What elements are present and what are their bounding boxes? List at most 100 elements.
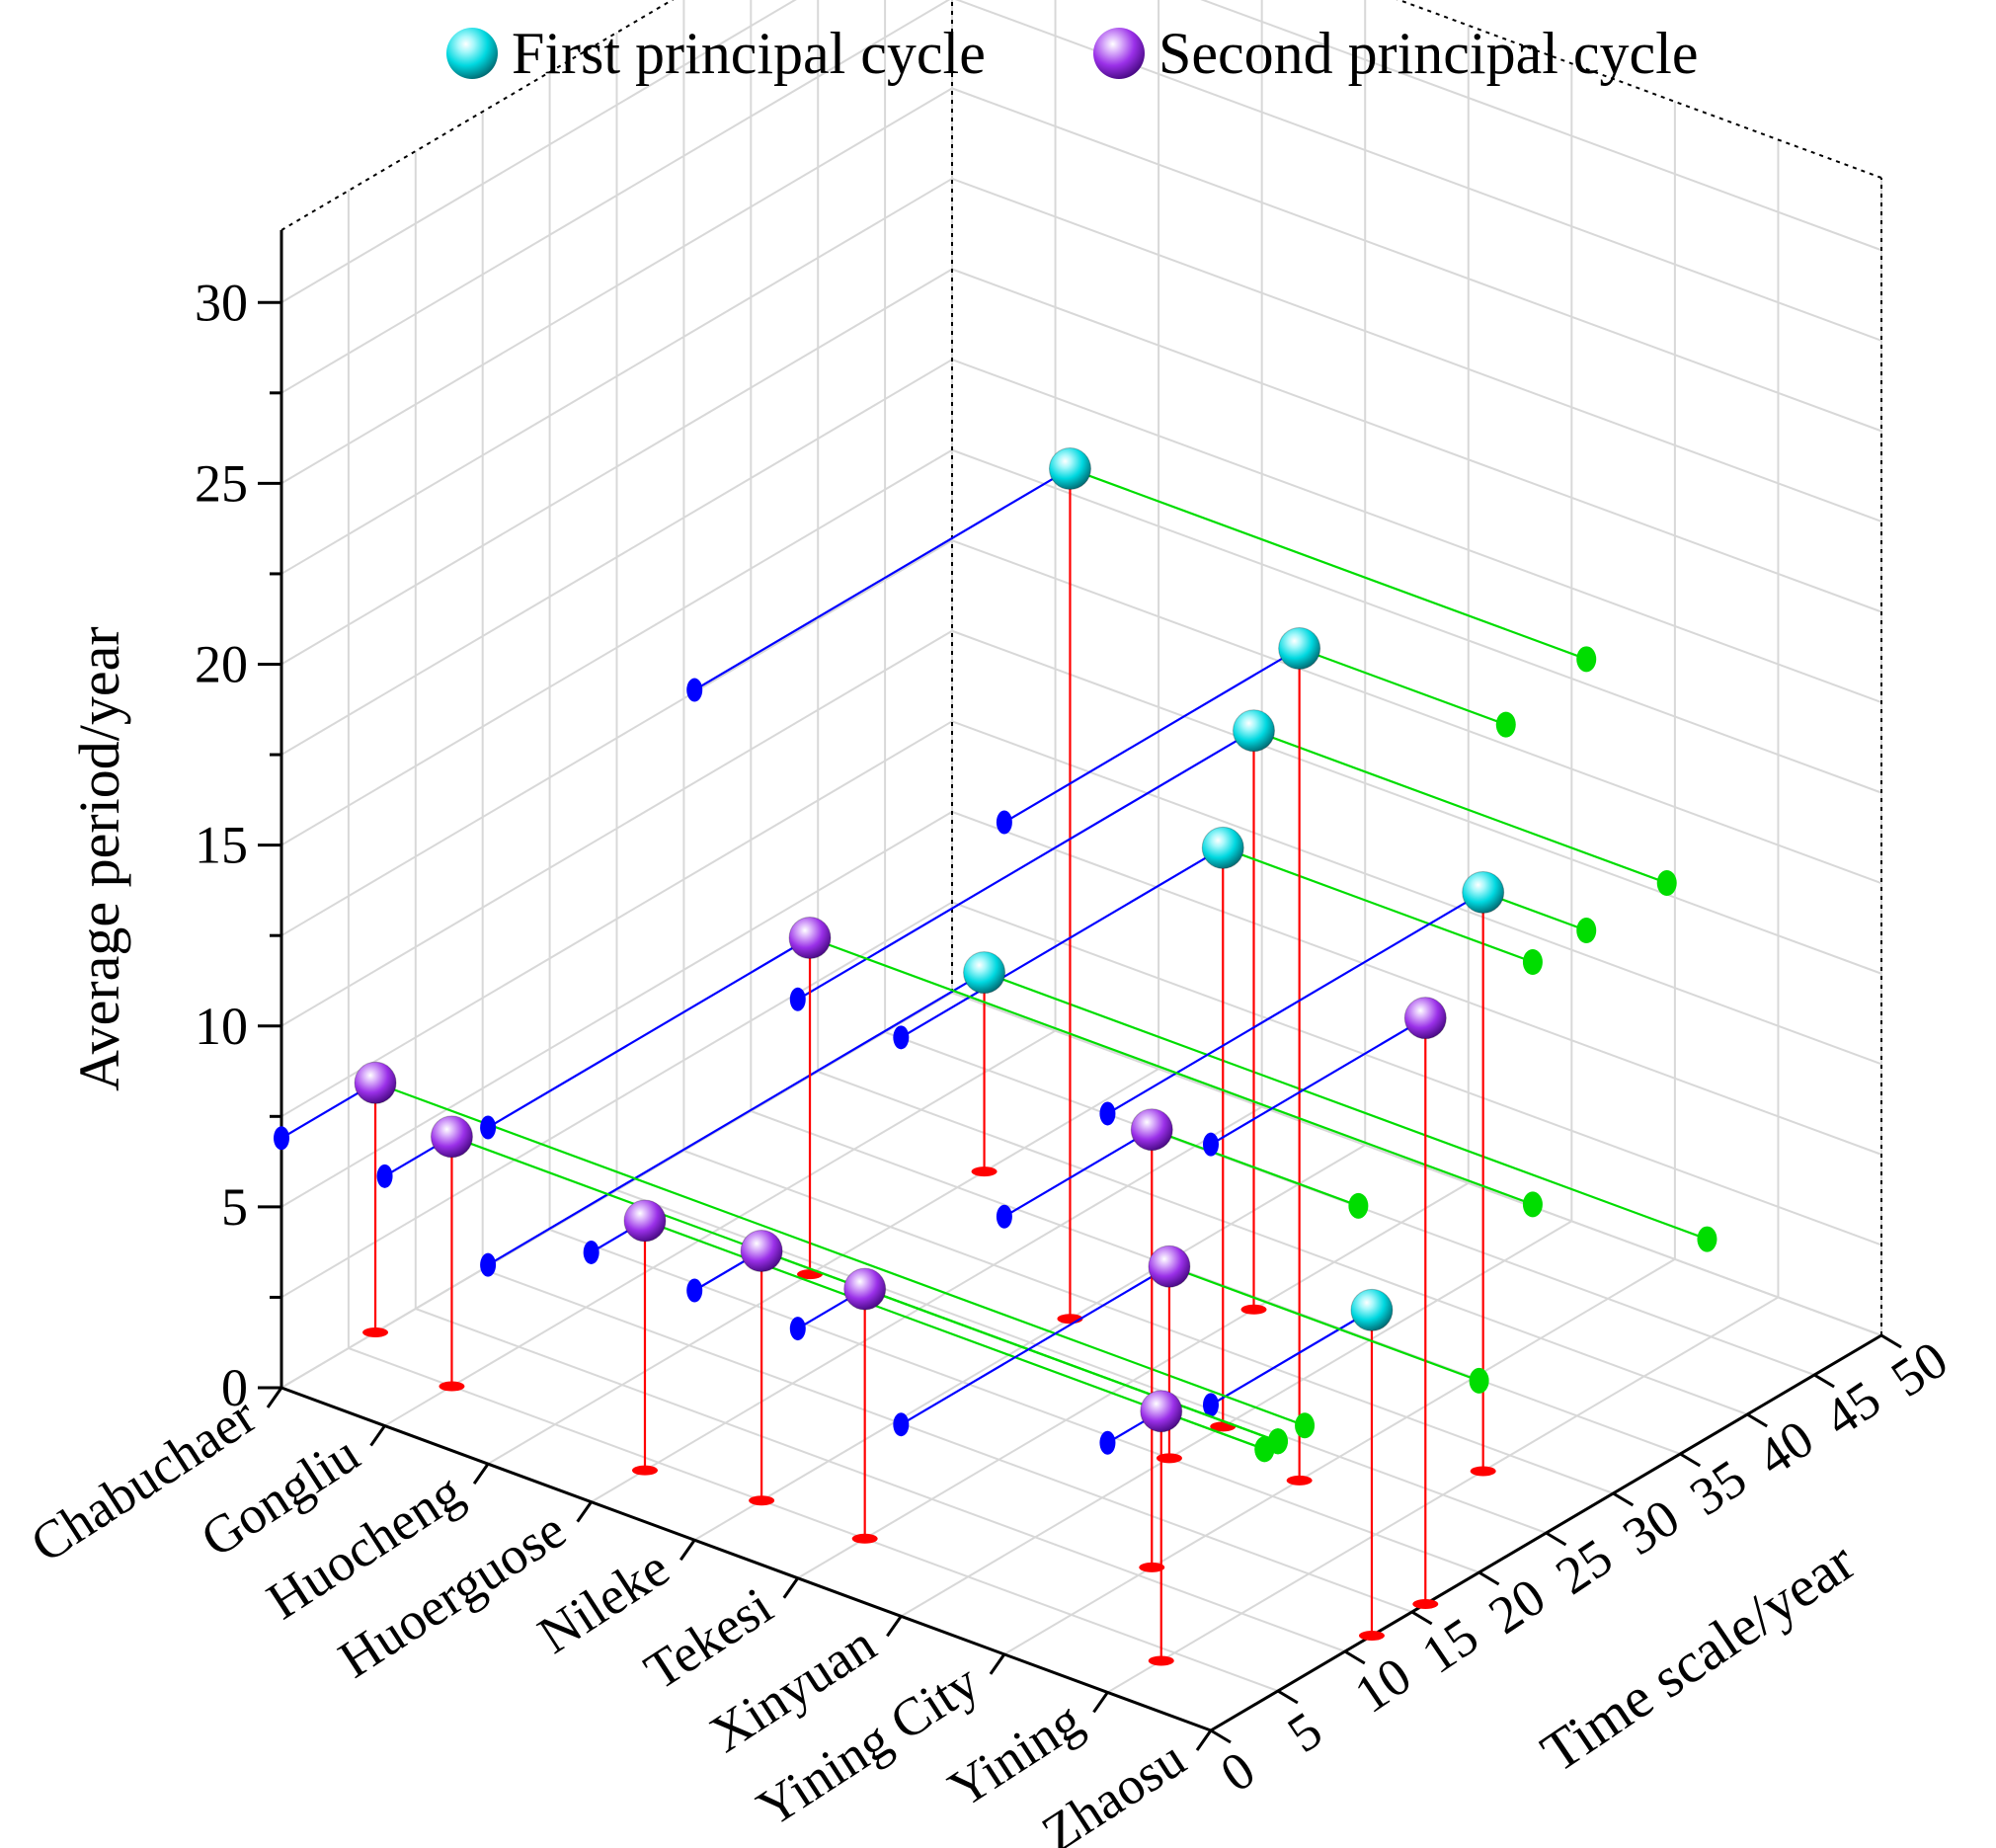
projection-marker-county-wall xyxy=(1469,1367,1489,1394)
x-tick xyxy=(1092,1691,1109,1714)
y-tick xyxy=(1277,1689,1299,1705)
grid-line-back-wall-h xyxy=(951,268,1882,613)
projection-marker-floor xyxy=(1156,1453,1182,1464)
projection-marker-time-wall xyxy=(996,810,1012,835)
projection-marker-county-wall xyxy=(1522,1191,1543,1218)
projection-marker-time-wall xyxy=(583,1240,599,1264)
x-tick xyxy=(989,1653,1006,1675)
legend-marker-second-principal-cycle xyxy=(1093,28,1145,79)
legend: First principal cycle Second principal c… xyxy=(446,21,1698,86)
data-point-first-principal-cycle xyxy=(1201,826,1244,869)
axis-label-layer: 051015202530ChabuchaerGongliuHuochengHuo… xyxy=(21,273,1958,1848)
grid-line-floor xyxy=(817,1071,1748,1415)
projection-marker-county-wall xyxy=(1697,1226,1717,1252)
grid-line-floor xyxy=(482,1268,1413,1613)
y-tick-label: 0 xyxy=(1210,1739,1265,1804)
data-point-second-principal-cycle xyxy=(1130,1108,1173,1152)
projection-marker-time-wall xyxy=(480,1252,497,1277)
projection-marker-floor xyxy=(1358,1631,1385,1641)
grid-line-floor xyxy=(951,992,1882,1336)
projection-marker-time-wall xyxy=(789,1317,806,1341)
projection-marker-time-wall xyxy=(1203,1132,1219,1157)
y-tick xyxy=(1813,1373,1835,1389)
grid-line-back-wall-h xyxy=(951,359,1882,704)
data-point-second-principal-cycle xyxy=(1140,1390,1183,1433)
z-tick-label: 10 xyxy=(195,997,248,1056)
grid-line-back-wall-h xyxy=(951,720,1882,1066)
projection-marker-county-wall xyxy=(1254,1436,1275,1463)
grid-line-back-wall-h xyxy=(951,448,1882,794)
x-tick xyxy=(782,1576,800,1599)
grid-line-back-wall-h xyxy=(951,810,1882,1156)
projection-marker-time-wall xyxy=(686,678,703,702)
data-point-second-principal-cycle xyxy=(354,1061,397,1104)
grid-line-floor xyxy=(348,1347,1279,1692)
projection-marker-time-wall xyxy=(686,1278,703,1303)
data-point-second-principal-cycle xyxy=(623,1199,667,1243)
projection-line-time-wall xyxy=(1106,891,1484,1115)
y-tick xyxy=(1545,1531,1567,1547)
projection-marker-time-wall xyxy=(1099,1101,1116,1126)
projection-layer xyxy=(274,467,1717,1666)
projection-marker-floor xyxy=(971,1166,998,1177)
data-point-first-principal-cycle xyxy=(1278,627,1321,671)
x-tick xyxy=(369,1424,386,1447)
projection-marker-time-wall xyxy=(996,1204,1012,1229)
projection-line-county-wall xyxy=(1222,846,1534,964)
grid-line-back-wall-h xyxy=(951,539,1882,885)
projection-marker-county-wall xyxy=(1656,870,1677,896)
projection-marker-time-wall xyxy=(480,1115,497,1140)
z-axis-title: Average period/year xyxy=(67,626,131,1091)
projection-line-county-wall xyxy=(1253,729,1668,885)
grid-line-back-wall-h xyxy=(951,177,1882,522)
projection-line-county-wall xyxy=(1070,467,1587,661)
data-point-second-principal-cycle xyxy=(740,1230,783,1273)
projection-marker-time-wall xyxy=(893,1412,910,1437)
legend-label-second-principal-cycle: Second principal cycle xyxy=(1158,21,1698,86)
projection-marker-time-wall xyxy=(376,1164,393,1188)
projection-marker-floor xyxy=(1286,1475,1313,1486)
projection-line-time-wall xyxy=(1210,1309,1373,1406)
legend-label-first-principal-cycle: First principal cycle xyxy=(512,21,986,86)
projection-line-time-wall xyxy=(900,1265,1170,1426)
x-tick xyxy=(472,1463,490,1485)
projection-marker-county-wall xyxy=(1522,949,1543,975)
grid-line-floor xyxy=(549,1229,1479,1573)
z-tick-label: 25 xyxy=(195,453,248,513)
projection-marker-floor xyxy=(749,1495,775,1506)
projection-marker-floor xyxy=(631,1465,658,1476)
projection-line-time-wall xyxy=(487,936,811,1129)
y-tick xyxy=(1210,1728,1232,1744)
y-tick xyxy=(1746,1412,1768,1428)
z-tick-label: 5 xyxy=(221,1177,248,1237)
data-point-first-principal-cycle xyxy=(963,951,1006,995)
projection-marker-floor xyxy=(1412,1599,1439,1609)
projection-line-county-wall xyxy=(1151,1128,1359,1207)
projection-marker-floor xyxy=(439,1381,465,1392)
y-tick xyxy=(1679,1452,1702,1468)
y-tick xyxy=(1344,1649,1366,1665)
projection-marker-floor xyxy=(851,1533,878,1544)
z-tick-label: 0 xyxy=(221,1358,248,1417)
projection-line-county-wall xyxy=(984,971,1708,1241)
data-point-second-principal-cycle xyxy=(430,1115,473,1159)
y-tick-label: 5 xyxy=(1277,1700,1332,1764)
grid-line-back-wall-h xyxy=(951,629,1882,975)
legend-marker-first-principal-cycle xyxy=(446,28,498,79)
projection-line-county-wall xyxy=(809,936,1534,1206)
projection-marker-county-wall xyxy=(1348,1192,1369,1219)
projection-marker-time-wall xyxy=(893,1025,910,1050)
projection-marker-county-wall xyxy=(1495,711,1516,738)
data-point-second-principal-cycle xyxy=(843,1267,887,1311)
projection-marker-time-wall xyxy=(1203,1393,1219,1417)
grid-line-floor xyxy=(415,1308,1346,1652)
y-tick xyxy=(1880,1333,1902,1349)
projection-line-county-wall xyxy=(864,1288,1279,1443)
projection-line-time-wall xyxy=(797,729,1255,1001)
x-tick xyxy=(266,1387,283,1408)
projection-marker-floor xyxy=(1240,1304,1267,1315)
projection-line-time-wall xyxy=(1003,1128,1153,1218)
y-tick xyxy=(1410,1610,1433,1626)
projection-marker-county-wall xyxy=(1576,646,1597,673)
data-point-second-principal-cycle xyxy=(1403,997,1447,1040)
